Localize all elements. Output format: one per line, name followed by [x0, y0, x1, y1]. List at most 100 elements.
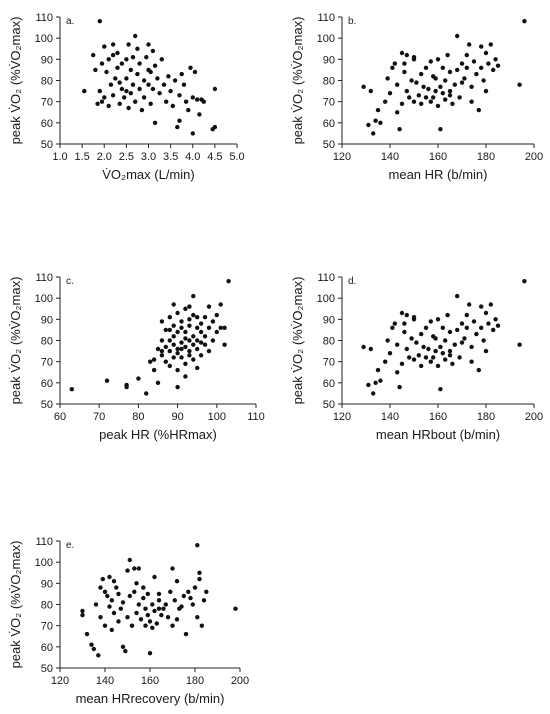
data-point: [188, 65, 193, 71]
data-point: [443, 97, 448, 102]
panel-label: d.: [348, 276, 356, 287]
data-point: [109, 598, 115, 603]
y-axis-title-wrap: peak V̇O₂ (%V̇O₂max): [290, 17, 305, 145]
data-point: [428, 359, 433, 364]
data-point: [179, 319, 184, 324]
data-point: [476, 107, 481, 113]
data-point: [404, 52, 409, 58]
panel-c: c. peak V̇O₂ (%V̇O₂max) peak HR (%HRmax)…: [8, 272, 265, 442]
data-point: [419, 101, 424, 107]
data-point: [385, 338, 390, 343]
data-point: [202, 334, 208, 339]
data-point: [115, 50, 120, 56]
data-point: [171, 342, 176, 347]
axes: [341, 277, 534, 405]
y-tick-label: 90: [41, 314, 53, 326]
x-tick-label: 3.5: [163, 151, 178, 163]
data-point: [387, 351, 393, 356]
data-point: [136, 376, 141, 381]
y-axis-title: peak V̇O₂ (%V̇O₂max): [290, 277, 305, 405]
data-point: [447, 93, 453, 98]
data-point: [150, 86, 156, 92]
data-point: [183, 336, 188, 341]
data-point: [419, 363, 424, 369]
data-point: [438, 344, 443, 350]
data-point: [402, 69, 407, 75]
data-point: [419, 71, 424, 77]
data-point: [467, 42, 472, 47]
data-point: [168, 589, 173, 594]
data-point: [383, 359, 388, 364]
data-point: [150, 602, 155, 607]
data-point: [464, 52, 469, 58]
data-point: [435, 103, 441, 109]
data-point: [459, 340, 465, 345]
data-point: [426, 86, 431, 92]
x-tick-label: 140: [96, 675, 114, 687]
data-point: [385, 76, 390, 81]
x-tick-label: 120: [333, 411, 351, 423]
data-point: [118, 606, 124, 611]
data-point: [106, 57, 111, 62]
x-tick-label: 180: [477, 411, 495, 423]
data-point: [100, 576, 106, 582]
data-point: [522, 279, 527, 284]
data-point: [82, 88, 87, 94]
y-axis-title: peak V̇O₂ (%V̇O₂max): [8, 17, 23, 145]
data-point: [191, 342, 196, 347]
data-point: [125, 615, 130, 620]
data-point: [98, 585, 103, 590]
x-tick-label: 3.0: [141, 151, 156, 163]
data-point: [116, 619, 121, 624]
data-point: [183, 99, 189, 104]
y-axis-title: peak V̇O₂ (%V̇O₂max): [290, 17, 305, 145]
data-point: [483, 88, 489, 94]
data-point: [179, 340, 184, 345]
panel-label: b.: [348, 16, 356, 27]
data-point: [409, 78, 414, 83]
data-point: [111, 610, 117, 616]
data-point: [201, 99, 206, 104]
y-tick-label: 70: [41, 621, 53, 633]
data-point: [375, 107, 381, 113]
data-point: [113, 76, 118, 81]
data-point: [136, 602, 141, 607]
data-point: [397, 127, 402, 132]
y-tick-label: 100: [35, 293, 53, 305]
data-point: [146, 67, 151, 73]
data-point: [183, 631, 189, 637]
data-point: [159, 57, 164, 62]
data-point: [170, 103, 175, 109]
data-point: [175, 367, 180, 373]
data-point: [491, 327, 496, 333]
data-point: [104, 378, 110, 383]
data-point: [443, 357, 448, 362]
data-point: [198, 321, 204, 326]
data-point: [93, 602, 99, 607]
data-point: [102, 623, 108, 628]
data-point: [443, 338, 448, 343]
data-point: [124, 384, 129, 390]
data-point: [191, 293, 196, 299]
data-point: [175, 310, 180, 316]
data-point: [491, 67, 496, 73]
x-ticks: 120 140 160 180 200: [333, 404, 543, 423]
x-ticks: 60 70 80 90 100 110: [54, 404, 265, 423]
y-tick-label: 90: [41, 578, 53, 590]
data-point: [421, 344, 426, 350]
data-point: [187, 338, 192, 343]
data-point: [163, 359, 168, 364]
data-point: [125, 568, 130, 573]
data-point: [486, 61, 491, 66]
data-point: [147, 619, 153, 624]
data-point: [433, 348, 438, 354]
y-tick-label: 110: [317, 272, 335, 284]
data-point: [195, 543, 200, 548]
y-tick-label: 70: [323, 357, 335, 369]
data-point: [139, 107, 145, 113]
data-point: [156, 606, 162, 611]
data-point: [179, 325, 184, 330]
y-tick-label: 50: [323, 399, 335, 411]
panel-label: c.: [66, 276, 74, 287]
